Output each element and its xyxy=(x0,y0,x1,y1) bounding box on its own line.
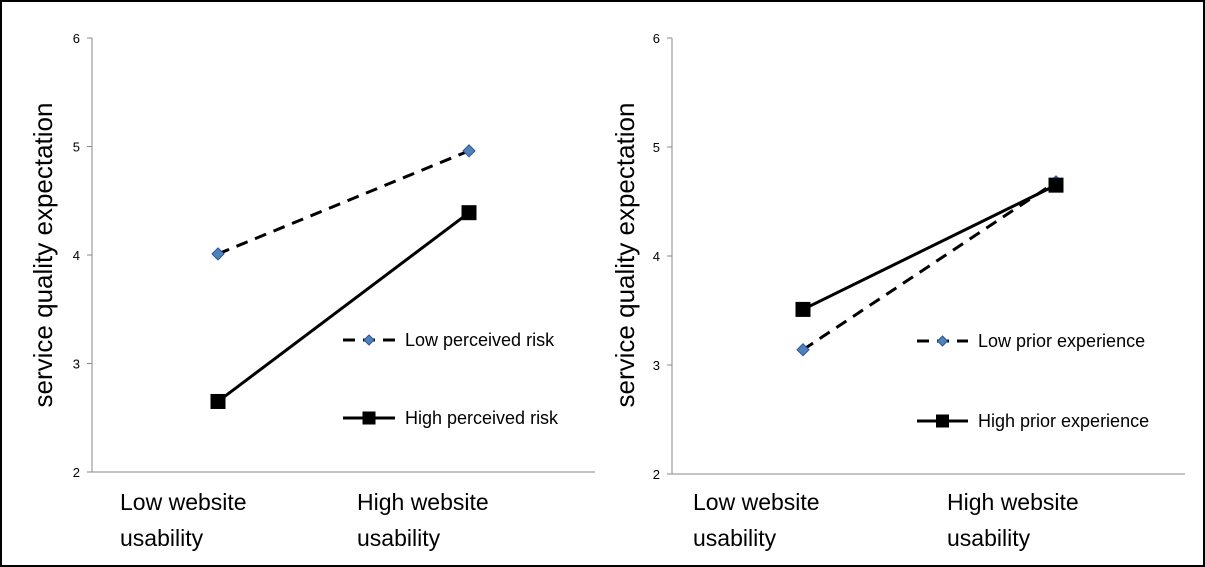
series-group xyxy=(210,144,477,409)
chart-right: service quality expectation 2 3 4 5 6 Low we… xyxy=(610,31,1185,551)
data-point-square xyxy=(210,393,226,409)
x-category-label: High website usability xyxy=(947,489,1079,551)
x-category-line: High website xyxy=(947,489,1079,515)
chart-left: service quality expectation 2 3 4 5 6 Low we… xyxy=(28,31,595,551)
data-point-square xyxy=(1048,177,1064,193)
legend-marker-square xyxy=(936,414,949,428)
x-category-line: usability xyxy=(947,525,1031,551)
y-tick-label: 4 xyxy=(73,248,80,263)
y-tick-label: 3 xyxy=(73,357,80,372)
data-point-square xyxy=(795,301,811,317)
series-line xyxy=(802,180,1057,351)
y-tick-label: 4 xyxy=(653,249,660,264)
x-category-line: High website xyxy=(357,489,489,515)
data-point-square xyxy=(461,205,477,221)
y-tick-label: 3 xyxy=(653,358,660,373)
data-point-diamond xyxy=(796,343,810,357)
y-tick-label: 2 xyxy=(73,465,80,480)
y-tick-label: 5 xyxy=(73,140,80,155)
legend-label: Low prior experience xyxy=(978,331,1145,351)
y-tick-label: 2 xyxy=(653,467,660,482)
series-group xyxy=(795,175,1064,357)
y-axis-label: service quality expectation xyxy=(610,103,640,408)
legend-marker-diamond xyxy=(363,334,375,346)
y-ticks: 2 3 4 5 6 xyxy=(653,31,672,482)
y-axis-label: service quality expectation xyxy=(28,103,58,408)
y-tick-label: 6 xyxy=(653,31,660,46)
series-line xyxy=(217,211,470,403)
x-category-line: Low website xyxy=(693,489,820,515)
x-category-line: Low website xyxy=(120,489,247,515)
x-category-line: usability xyxy=(120,525,204,551)
legend: Low perceived risk High perceived risk xyxy=(343,330,559,428)
data-point-diamond xyxy=(211,247,225,261)
legend: Low prior experience High prior experienc… xyxy=(917,331,1149,431)
y-tick-label: 6 xyxy=(73,31,80,46)
legend-label: Low perceived risk xyxy=(405,330,555,350)
data-point-diamond xyxy=(462,144,476,158)
series-line xyxy=(802,183,1057,311)
x-category-line: usability xyxy=(357,525,441,551)
x-categories: Low website usability High website usabilit… xyxy=(120,489,489,551)
x-category-label: Low website usability xyxy=(120,489,247,551)
x-category-label: Low website usability xyxy=(693,489,820,551)
x-category-line: usability xyxy=(693,525,777,551)
y-ticks: 2 3 4 5 6 xyxy=(73,31,92,480)
legend-label: High prior experience xyxy=(978,411,1149,431)
x-categories: Low website usability High website usabilit… xyxy=(693,489,1079,551)
series-line xyxy=(217,149,470,256)
y-tick-label: 5 xyxy=(653,140,660,155)
legend-label: High perceived risk xyxy=(405,408,559,428)
x-category-label: High website usability xyxy=(357,489,489,551)
legend-marker-square xyxy=(362,411,376,425)
legend-marker-diamond xyxy=(936,335,949,347)
